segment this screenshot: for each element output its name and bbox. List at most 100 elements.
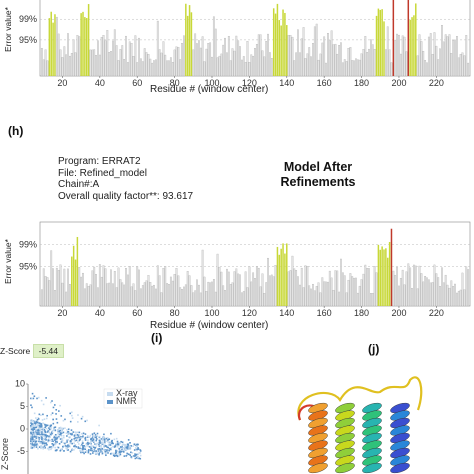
nmr-point	[45, 397, 47, 399]
nmr-point	[41, 433, 44, 436]
xray-point	[43, 431, 46, 433]
xray-point	[58, 432, 60, 435]
errat-bar	[128, 266, 131, 307]
errat-bar	[177, 47, 180, 77]
nmr-point	[58, 442, 61, 445]
nmr-point	[88, 446, 91, 448]
nmr-point	[94, 443, 96, 445]
errat-bar	[97, 287, 99, 307]
errat-bar	[196, 279, 198, 307]
errat-bar	[467, 269, 470, 307]
errat-bar	[241, 292, 243, 307]
errat-bar	[72, 39, 75, 77]
errat-bar	[235, 35, 238, 77]
errat-bar	[427, 279, 430, 307]
errat-bar	[336, 53, 339, 77]
errat-bar	[171, 62, 174, 77]
xray-point	[67, 432, 69, 435]
nmr-point	[32, 423, 34, 425]
nmr-point	[37, 422, 40, 424]
errat-bar-warning	[383, 21, 385, 76]
nmr-point	[54, 439, 56, 441]
nmr-point	[103, 433, 105, 436]
errat-bar	[106, 30, 109, 77]
nmr-point	[58, 410, 60, 412]
xray-point	[39, 422, 42, 424]
y-tick-label: 99%	[19, 240, 37, 250]
errat-bar	[399, 278, 402, 307]
nmr-point	[134, 457, 137, 460]
errat-bar	[347, 48, 350, 77]
xray-point	[122, 447, 125, 449]
errat-bar-warning	[186, 15, 189, 76]
errat-bar	[298, 284, 301, 307]
errat-bar	[272, 276, 275, 307]
nmr-point	[36, 421, 39, 424]
nmr-point	[34, 441, 37, 443]
nmr-point	[59, 429, 61, 432]
errat-bar	[117, 60, 120, 77]
x-axis-label-top: Residue # (window center)	[150, 84, 269, 95]
errat-bar-warning	[48, 18, 51, 76]
errat-bar	[52, 268, 54, 307]
errat-bar	[358, 285, 361, 307]
xray-point	[56, 429, 59, 431]
errat-bar	[330, 30, 333, 77]
errat-bar	[461, 272, 464, 307]
errat-bar	[218, 55, 221, 77]
errat-bar	[454, 39, 456, 77]
errat-bar	[442, 282, 445, 307]
errat-bar	[332, 289, 335, 307]
nmr-point	[53, 426, 56, 429]
xray-point	[36, 422, 39, 425]
nmr-point	[89, 453, 92, 455]
nmr-point	[91, 433, 94, 435]
errat-bar	[82, 272, 84, 307]
nmr-point	[69, 433, 72, 435]
xray-point	[101, 451, 103, 454]
xray-point	[30, 430, 32, 433]
nmr-point	[52, 443, 55, 446]
xray-point	[110, 443, 112, 445]
x-tick-label: 160	[317, 308, 332, 318]
errat-bar	[153, 60, 155, 77]
nmr-point	[67, 449, 69, 451]
errat-bar	[306, 53, 309, 77]
xray-point	[108, 442, 111, 444]
xray-point	[96, 452, 98, 454]
nmr-point	[64, 418, 66, 421]
nmr-point	[35, 431, 37, 433]
errat-bar	[199, 292, 202, 307]
nmr-point	[77, 446, 80, 448]
xray-point	[108, 448, 110, 451]
nmr-point	[77, 434, 80, 437]
errat-bar	[205, 48, 208, 77]
errat-bar-warning	[274, 13, 277, 77]
xray-point	[118, 452, 120, 455]
errat-bar	[416, 288, 419, 307]
xray-point	[40, 447, 42, 450]
xray-point	[39, 442, 41, 444]
xray-point	[67, 439, 69, 441]
errat-bar	[325, 281, 327, 307]
errat-bar	[349, 273, 352, 307]
xray-point	[37, 396, 40, 399]
xray-point	[54, 443, 57, 446]
errat-bar	[300, 38, 303, 77]
nmr-point	[83, 445, 86, 447]
nmr-point	[135, 444, 137, 447]
nmr-point	[35, 420, 38, 423]
y-axis-label-top: Error value*	[2, 2, 14, 62]
heading-line1: Model After	[283, 160, 353, 174]
nmr-point	[136, 443, 138, 446]
nmr-point	[126, 445, 129, 448]
x-tick-label: 100	[204, 308, 219, 318]
errat-bar-warning	[80, 13, 82, 76]
nmr-point	[104, 449, 106, 451]
errat-bar	[405, 271, 408, 307]
xray-point	[40, 414, 42, 416]
errat-bar	[140, 58, 142, 77]
xray-point	[42, 447, 44, 450]
errat-bar	[456, 36, 458, 77]
xray-point	[56, 435, 58, 438]
